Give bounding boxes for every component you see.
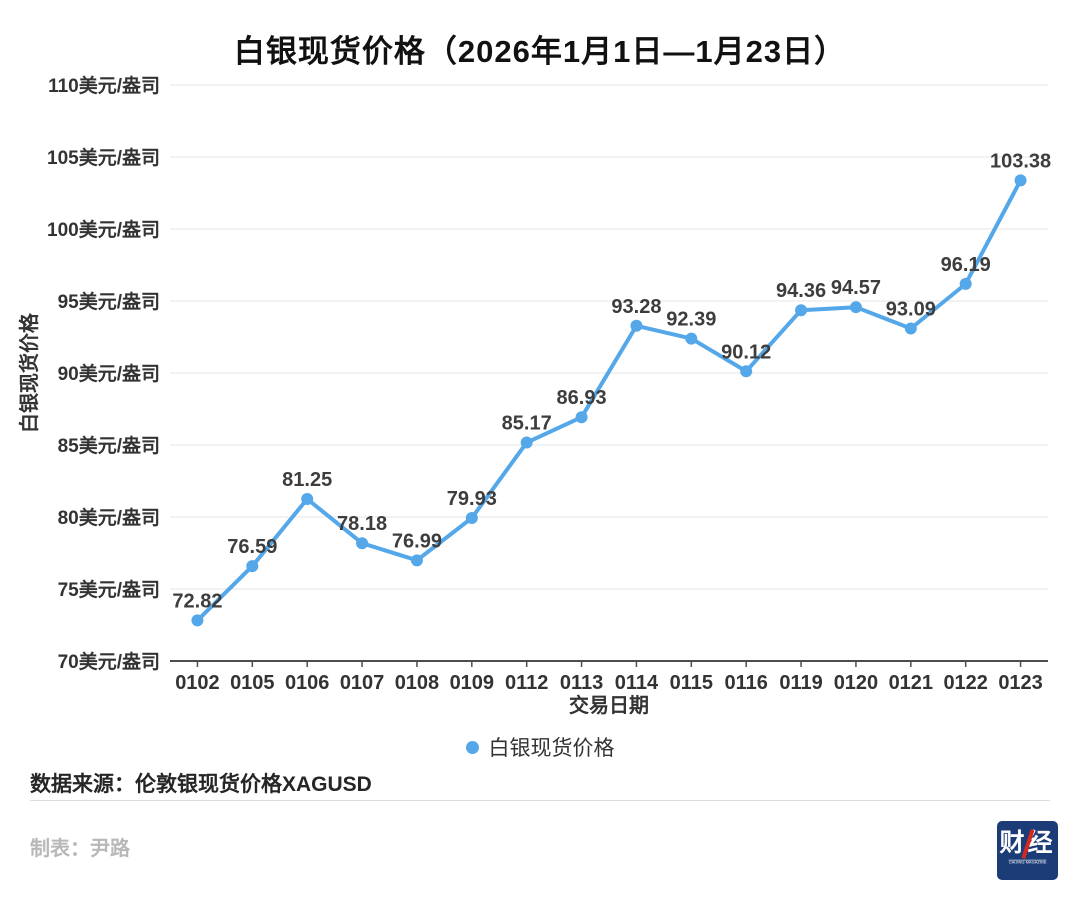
logo-subtext: CAIJING MAGAZINE — [1008, 859, 1047, 866]
y-axis-tick-label: 80美元/盎司 — [58, 506, 160, 529]
legend-marker-icon — [465, 740, 479, 754]
data-point — [246, 560, 259, 573]
data-point — [740, 365, 753, 378]
x-axis-tick-label: 0113 — [560, 672, 603, 694]
legend-label: 白银现货价格 — [488, 737, 615, 760]
y-axis-tick-label: 90美元/盎司 — [58, 362, 160, 385]
x-axis-tick-label: 0122 — [943, 672, 988, 694]
data-point-label: 93.28 — [611, 296, 661, 318]
data-point — [1014, 174, 1027, 187]
data-point-label: 85.17 — [502, 413, 552, 435]
data-point — [575, 411, 588, 424]
data-point — [795, 304, 808, 317]
y-axis-tick-label: 70美元/盎司 — [58, 650, 160, 673]
data-point-label: 79.93 — [447, 488, 497, 510]
data-point-label: 94.36 — [776, 280, 826, 302]
data-point-label: 103.38 — [990, 150, 1051, 172]
y-axis-tick-label: 95美元/盎司 — [58, 290, 160, 313]
data-point — [301, 493, 314, 505]
data-point-label: 92.39 — [666, 309, 716, 331]
chart-legend: 白银现货价格 — [0, 732, 1080, 762]
data-point-label: 72.82 — [172, 590, 222, 612]
data-point — [410, 554, 423, 567]
series-line — [195, 178, 1023, 623]
y-axis-tick-label: 85美元/盎司 — [58, 434, 160, 457]
y-axis-tick-label: 110美元/盎司 — [48, 74, 160, 97]
x-axis-tick-label: 0123 — [998, 672, 1043, 694]
x-axis-tick-label: 0116 — [724, 672, 767, 694]
y-axis-tick-label: 100美元/盎司 — [47, 218, 160, 241]
footer-divider — [30, 800, 1050, 801]
data-point — [465, 512, 478, 525]
data-point-label: 86.93 — [557, 387, 607, 409]
data-point — [959, 277, 972, 290]
data-point-label: 93.09 — [886, 299, 936, 321]
x-axis-title: 交易日期 — [569, 693, 649, 717]
x-axis-tick-label: 0109 — [450, 672, 495, 694]
data-point-label: 78.18 — [337, 513, 387, 535]
data-point-label: 81.25 — [282, 469, 332, 491]
y-axis-tick-label: 105美元/盎司 — [47, 146, 160, 169]
data-source-text: 数据来源：伦敦银现货价格XAGUSD — [30, 773, 372, 796]
x-axis-tick-label: 0119 — [779, 672, 822, 694]
data-point-label: 76.99 — [392, 530, 442, 552]
data-point — [520, 436, 533, 449]
data-point — [191, 614, 204, 627]
data-point-label: 76.59 — [227, 536, 277, 558]
data-point — [849, 301, 862, 314]
x-axis-tick-label: 0112 — [505, 672, 548, 694]
caijing-logo: 财经 CAIJING MAGAZINE — [997, 821, 1058, 880]
x-axis-tick-label: 0121 — [889, 672, 934, 694]
x-axis-tick-label: 0115 — [670, 672, 713, 694]
data-point-label: 90.12 — [721, 341, 771, 363]
data-point — [904, 322, 917, 335]
x-axis-tick-label: 0105 — [230, 672, 275, 694]
credit-text: 制表：尹路 — [30, 838, 130, 860]
x-axis-tick-label: 0102 — [175, 672, 220, 694]
data-point-label: 96.19 — [941, 254, 991, 276]
x-axis-tick-label: 0120 — [834, 672, 879, 694]
x-axis-tick-label: 0107 — [340, 672, 385, 694]
data-point — [685, 332, 698, 345]
x-axis-tick-label: 0106 — [285, 672, 330, 694]
data-point — [356, 537, 369, 550]
data-point-label: 94.57 — [831, 277, 881, 299]
x-axis-tick-label: 0108 — [395, 672, 440, 694]
x-axis-tick-label: 0114 — [615, 672, 659, 694]
y-axis-title: 白银现货价格 — [17, 312, 41, 433]
data-point — [630, 319, 643, 332]
y-axis-tick-label: 75美元/盎司 — [58, 578, 160, 601]
chart-title: 白银现货价格（2026年1月1日—1月23日） — [233, 34, 847, 69]
line-chart-canvas: 70美元/盎司 75美元/盎司 80美元/盎司 85美元/盎司 90美元/盎司 95美元/… — [17, 74, 1051, 717]
